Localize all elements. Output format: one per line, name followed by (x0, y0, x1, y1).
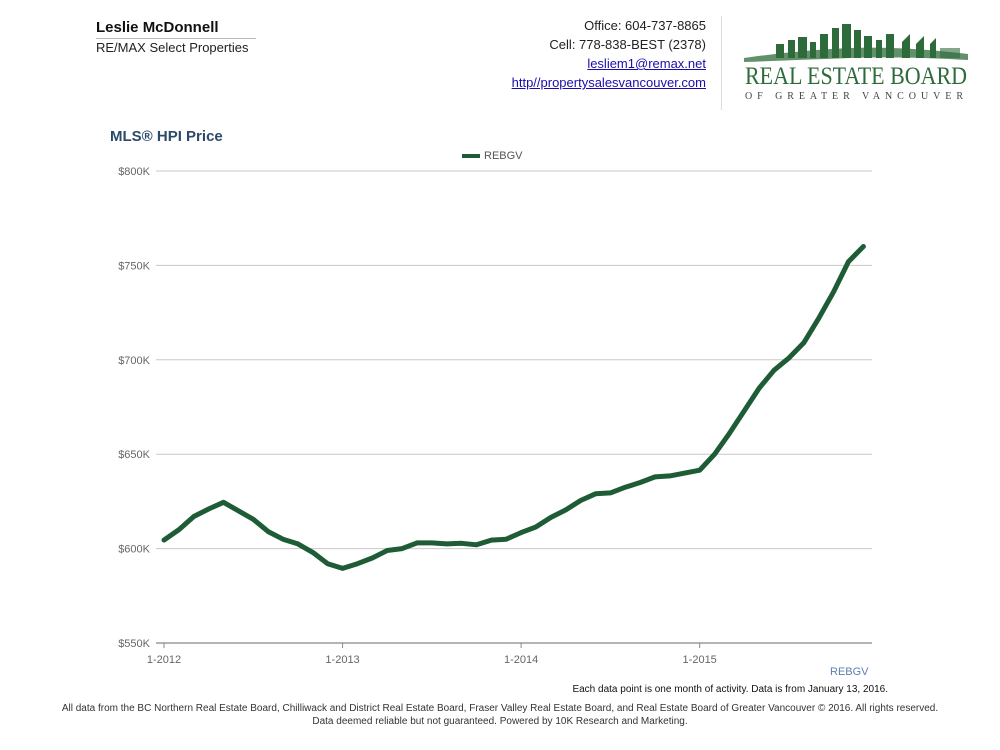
agent-info: Leslie McDonnell RE/MAX Select Propertie… (96, 18, 256, 57)
data-point (548, 515, 554, 520)
x-tick-label: 1-2015 (683, 654, 717, 666)
data-point (295, 541, 301, 547)
data-point (667, 473, 673, 479)
data-point (176, 527, 182, 532)
office-phone: Office: 604-737-8865 (584, 18, 706, 33)
data-point (563, 507, 568, 513)
data-point (786, 355, 792, 361)
data-point (429, 540, 434, 546)
data-point (340, 566, 345, 571)
data-point (742, 408, 747, 413)
skyline-icon (744, 24, 968, 62)
data-point (757, 385, 762, 391)
series-line-rebgv (161, 244, 866, 571)
data-point (325, 561, 330, 566)
footer: All data from the BC Northern Real Estat… (0, 702, 1000, 728)
data-point (206, 506, 211, 512)
series-rebgv (161, 244, 866, 571)
x-tick-label: 1-2014 (504, 654, 538, 666)
chart-grid (156, 170, 872, 644)
y-tick-label: $550K (118, 638, 150, 650)
data-point (771, 368, 777, 373)
email-link[interactable]: lesliem1@remax.net (587, 56, 706, 71)
cell-phone: Cell: 778-838-BEST (2378) (549, 37, 706, 52)
data-point (593, 491, 598, 496)
y-tick-label: $600K (118, 544, 150, 556)
website-link[interactable]: http//propertysalesvancouver.com (511, 75, 706, 90)
data-point (846, 259, 851, 264)
data-point (816, 316, 821, 321)
y-tick-label: $650K (118, 449, 150, 461)
data-point (221, 500, 226, 505)
agent-name: Leslie McDonnell (96, 19, 219, 36)
y-tick-label: $700K (118, 355, 150, 367)
data-point (608, 490, 613, 496)
logo-title: REAL ESTATE BOARD (745, 63, 967, 90)
data-point (370, 555, 375, 561)
data-point (652, 474, 658, 480)
y-tick-label: $800K (118, 166, 150, 178)
chart-legend: REBGV (462, 150, 523, 162)
footer-line-2: Data deemed reliable but not guaranteed.… (312, 716, 688, 727)
data-point (504, 537, 509, 542)
header-divider (721, 16, 722, 110)
data-point (355, 561, 360, 566)
agent-divider (96, 38, 256, 39)
data-point (251, 517, 256, 522)
data-point (310, 550, 315, 555)
agent-company: RE/MAX Select Properties (96, 40, 249, 55)
data-point (280, 537, 286, 542)
data-point (191, 514, 196, 519)
y-tick-label: $750K (118, 260, 150, 272)
data-point (385, 548, 390, 553)
data-point (399, 546, 405, 551)
real-estate-board-logo: REAL ESTATE BOARD OF GREATER VANCOUVER (744, 24, 968, 102)
data-point (638, 480, 643, 485)
x-axis: 1-2012 1-2013 1-2014 1-2015 (147, 643, 717, 666)
legend-swatch (462, 154, 480, 158)
footer-line-1: All data from the BC Northern Real Estat… (61, 703, 939, 714)
data-point (801, 340, 806, 345)
data-point (161, 537, 167, 543)
data-point (533, 524, 539, 530)
x-tick-label: 1-2013 (325, 654, 359, 666)
chart-title: MLS® HPI Price (110, 128, 223, 145)
data-point (727, 431, 732, 436)
data-point (712, 452, 717, 457)
data-point (697, 468, 702, 473)
data-point (489, 537, 494, 543)
data-note: Each data point is one month of activity… (572, 684, 888, 695)
data-point (682, 470, 687, 476)
data-point (518, 530, 524, 535)
data-point (236, 508, 241, 513)
data-point (444, 541, 449, 547)
data-point (459, 541, 464, 546)
data-point (266, 529, 271, 534)
y-axis: $550K $600K $650K $700K $750K $800K (118, 166, 150, 650)
data-point (474, 542, 479, 547)
rebgv-tag: REBGV (830, 666, 869, 678)
data-point (578, 498, 583, 503)
contact-info: Office: 604-737-8865 Cell: 778-838-BEST … (512, 16, 706, 92)
logo-subtitle: OF GREATER VANCOUVER (745, 91, 967, 102)
data-point (831, 289, 836, 294)
x-tick-label: 1-2012 (147, 654, 181, 666)
data-point (623, 485, 628, 490)
data-point (414, 540, 420, 546)
legend-label: REBGV (484, 150, 523, 162)
data-point (861, 244, 866, 249)
